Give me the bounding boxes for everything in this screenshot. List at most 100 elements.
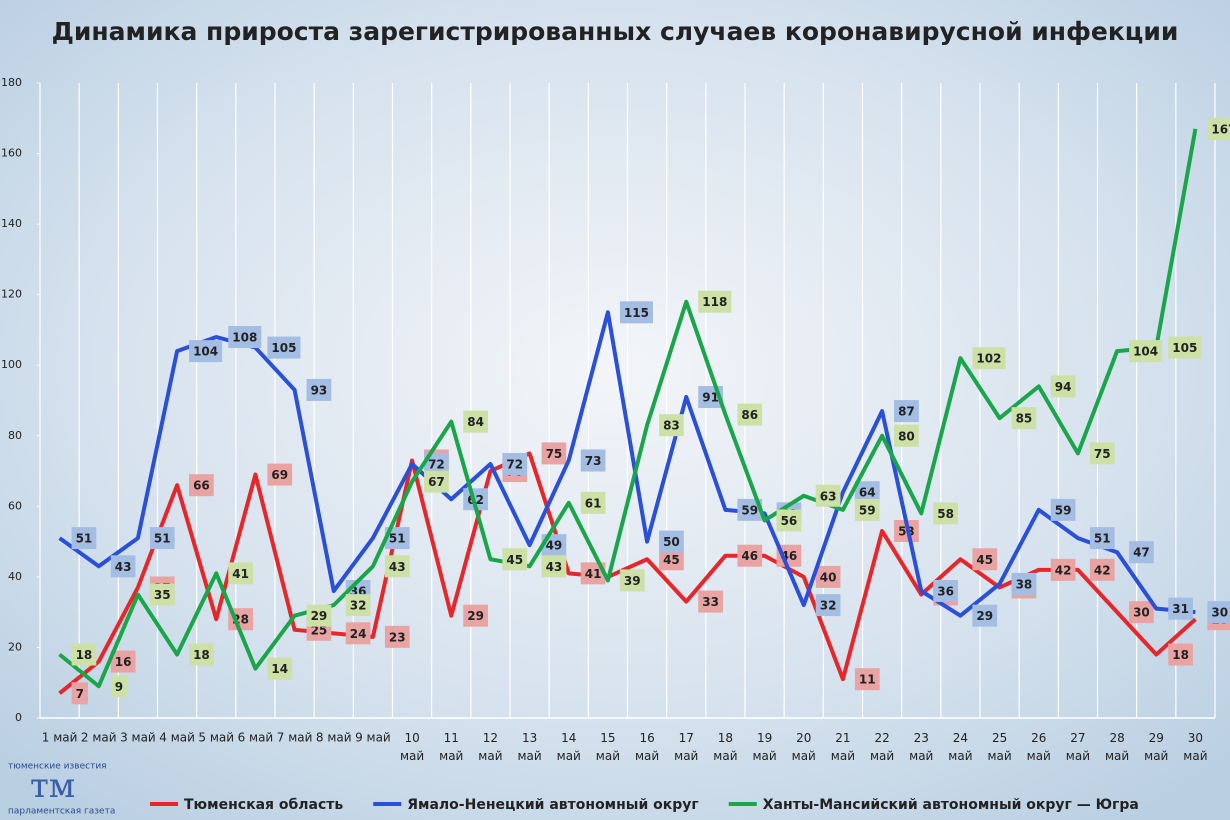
data-label: 51 <box>384 527 410 550</box>
data-label-box <box>502 548 528 571</box>
data-label: 40 <box>815 565 841 588</box>
data-label-text: 64 <box>859 486 876 500</box>
data-label: 64 <box>854 481 880 504</box>
x-tick-label: 5 май <box>198 731 234 745</box>
data-label-text: 35 <box>154 588 171 602</box>
data-label-text: 32 <box>350 599 367 613</box>
data-label-text: 105 <box>1172 341 1197 355</box>
data-label-box <box>463 604 488 627</box>
data-label-box <box>384 527 410 550</box>
data-label-text: 50 <box>663 535 680 549</box>
data-label-text: 18 <box>76 648 93 662</box>
data-label: 69 <box>267 463 293 486</box>
data-label-text: 38 <box>1016 577 1033 591</box>
data-label-text: 18 <box>193 648 210 662</box>
data-label: 61 <box>580 491 606 514</box>
x-tick-label: 11 май <box>439 731 463 763</box>
y-tick-label: 100 <box>1 358 22 371</box>
data-label-box <box>1050 375 1076 398</box>
data-label-text: 115 <box>624 306 649 320</box>
x-tick-label: 6 май <box>238 731 274 745</box>
data-label-text: 36 <box>937 585 954 599</box>
data-label-text: 86 <box>741 408 758 422</box>
data-label-text: 47 <box>1133 546 1150 560</box>
data-label-box <box>189 340 223 363</box>
data-label-box <box>149 527 175 550</box>
data-label-text: 31 <box>1172 602 1189 616</box>
data-label-text: 51 <box>154 532 171 546</box>
data-label-text: 30 <box>1211 606 1228 620</box>
data-label: 66 <box>189 474 214 497</box>
data-label: 32 <box>345 594 371 617</box>
data-label-box <box>189 643 214 666</box>
data-label-box <box>228 562 253 585</box>
x-tick-label: 16 май <box>635 731 659 763</box>
data-label-box <box>502 453 528 475</box>
data-label-text: 51 <box>76 532 93 546</box>
data-label-box <box>1207 601 1230 624</box>
data-label-text: 66 <box>193 479 210 493</box>
x-tick-label: 14 май <box>557 731 581 763</box>
data-label-box <box>698 290 732 313</box>
data-label: 41 <box>228 562 253 585</box>
data-label: 58 <box>933 502 958 525</box>
data-label-text: 93 <box>311 383 328 397</box>
data-label-text: 75 <box>1094 447 1111 461</box>
data-label: 45 <box>659 548 684 571</box>
data-label-box <box>306 604 332 627</box>
data-label: 105 <box>1168 336 1202 359</box>
data-label-box <box>110 555 136 578</box>
data-label-box <box>71 527 97 550</box>
x-tick-label: 17 май <box>674 731 698 763</box>
logo-top: тюменские известия <box>8 762 107 772</box>
data-label-text: 40 <box>820 570 837 584</box>
data-label: 51 <box>1089 527 1115 550</box>
data-label-box <box>1050 558 1076 581</box>
data-label: 80 <box>894 424 919 447</box>
data-label: 67 <box>424 470 449 493</box>
data-label: 47 <box>1129 541 1154 564</box>
data-label-text: 59 <box>741 503 758 517</box>
data-label: 87 <box>894 400 919 423</box>
data-label-text: 102 <box>976 352 1001 366</box>
data-label: 16 <box>110 650 136 673</box>
data-label-box <box>894 400 919 423</box>
series-line <box>58 451 1197 695</box>
data-label-box <box>972 604 998 627</box>
data-label: 85 <box>1011 407 1037 430</box>
data-label-text: 104 <box>1133 345 1158 359</box>
data-label-text: 67 <box>428 475 445 489</box>
x-tick-label: 12 май <box>478 731 502 763</box>
x-tick-label: 30 май <box>1183 731 1207 763</box>
data-label: 83 <box>659 414 684 437</box>
data-label-text: 56 <box>781 514 798 528</box>
data-label-box <box>659 530 684 553</box>
data-label-text: 80 <box>898 429 915 443</box>
data-label-box <box>894 424 919 447</box>
logo: тюменские известия тм парламентская газе… <box>8 762 115 817</box>
data-label-text: 18 <box>1172 648 1189 662</box>
data-label: 72 <box>502 453 528 475</box>
data-label-box <box>972 548 998 571</box>
series-line <box>58 128 1198 689</box>
y-tick-label: 20 <box>8 640 22 653</box>
y-tick-label: 180 <box>1 76 22 89</box>
data-label-text: 24 <box>350 627 367 641</box>
y-tick-label: 40 <box>8 570 22 583</box>
data-label-text: 29 <box>976 609 993 623</box>
data-label-text: 45 <box>976 553 993 567</box>
logo-bottom: парламентская газета <box>8 807 115 817</box>
data-label: 43 <box>541 555 567 578</box>
data-label: 30 <box>1129 601 1154 624</box>
x-tick-label: 20 май <box>792 731 816 763</box>
data-label: 7 <box>71 682 88 705</box>
data-label: 29 <box>463 604 488 627</box>
data-label: 51 <box>71 527 97 550</box>
legend-label: Тюменская область <box>184 797 343 813</box>
legend-label: Ханты-Мансийский автономный округ — Югра <box>763 797 1139 813</box>
data-label-box <box>1089 442 1115 465</box>
data-label: 35 <box>149 583 175 606</box>
data-label-text: 29 <box>311 609 328 623</box>
data-label-box <box>815 594 841 617</box>
x-tick-label: 2 май <box>81 731 117 745</box>
